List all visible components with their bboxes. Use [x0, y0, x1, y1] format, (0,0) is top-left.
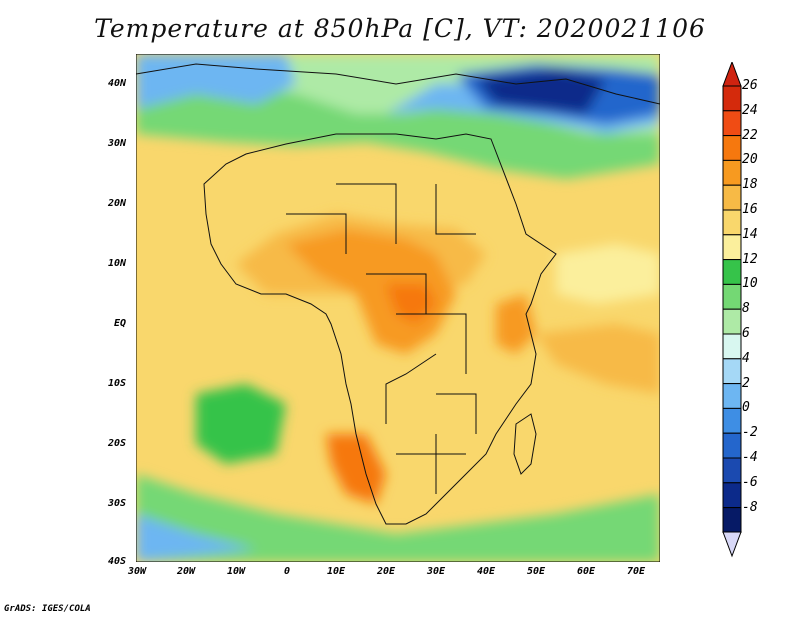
lon-label: 40E — [477, 566, 496, 577]
colorbar-box — [722, 209, 742, 236]
lon-label: 30W — [128, 566, 147, 577]
colorbar-label: 16 — [742, 202, 758, 217]
colorbar-label: 10 — [742, 276, 758, 292]
lon-label: 0 — [284, 566, 291, 577]
colorbar-bottom-triangle — [722, 531, 742, 558]
colorbar-label: 18 — [742, 177, 758, 193]
colorbar-box — [722, 358, 742, 385]
colorbar-box — [722, 259, 742, 285]
colorbar-label: 20 — [742, 152, 758, 168]
colorbar-scale — [722, 60, 742, 558]
colorbar-box — [722, 507, 742, 533]
colorbar-label: 2 — [742, 375, 750, 391]
colorbar-box — [722, 482, 742, 509]
colorbar-box — [722, 383, 742, 409]
colorbar-label: 4 — [742, 350, 750, 366]
colorbar-box — [722, 407, 742, 434]
colorbar-boxes — [722, 85, 742, 533]
colorbar-label: 26 — [742, 78, 758, 93]
colorbar-label: -6 — [742, 474, 758, 490]
colorbar-label: 12 — [742, 251, 758, 267]
colorbar-label: 22 — [742, 127, 758, 143]
lat-label: 30S — [108, 498, 127, 509]
lon-label: 10E — [327, 566, 346, 577]
coastlines — [135, 63, 661, 525]
colorbar-label: 14 — [742, 226, 758, 242]
lon-label: 20E — [377, 566, 396, 577]
lon-label: 60E — [577, 566, 596, 577]
colorbar-box — [722, 308, 742, 335]
colorbar-label: 0 — [742, 400, 750, 416]
colorbar-label: -2 — [742, 425, 758, 441]
colorbar-label: 24 — [742, 102, 758, 118]
lon-label: 70E — [627, 566, 646, 577]
lon-label: 10W — [227, 566, 246, 577]
lat-label: 40S — [108, 556, 127, 567]
colorbar-box — [722, 159, 742, 186]
chart-title: Temperature at 850hPa [C], VT: 202002110… — [94, 14, 706, 43]
map-panel — [135, 53, 661, 563]
lat-label: 20N — [108, 198, 127, 209]
colorbar-label: 6 — [742, 326, 750, 341]
lon-label: 50E — [527, 566, 546, 577]
colorbar-box — [722, 333, 742, 360]
lon-label: 30E — [427, 566, 446, 577]
lat-label: 10S — [108, 378, 127, 389]
colorbar-top-triangle — [722, 60, 742, 87]
shaded-field — [136, 54, 660, 562]
colorbar-label: -4 — [742, 450, 758, 465]
colorbar-box — [722, 432, 742, 459]
colorbar-box — [722, 135, 742, 161]
colorbar-box — [722, 234, 742, 261]
colorbar-label: 8 — [742, 301, 750, 317]
colorbar: 26 24 22 20 18 16 14 12 10 8 6 4 2 0 -2 -4 -6 -8 — [722, 60, 758, 562]
colorbar-box — [722, 457, 742, 484]
lat-label: 10N — [108, 258, 127, 269]
colorbar-label: -8 — [742, 499, 758, 515]
colorbar-box — [722, 184, 742, 211]
colorbar-box — [722, 283, 742, 310]
lon-label: 20W — [177, 566, 196, 577]
colorbar-box — [722, 85, 742, 112]
temperature-map — [135, 53, 661, 563]
lat-label: 20S — [108, 438, 127, 449]
lat-label: EQ — [114, 318, 127, 329]
lat-label: 30N — [108, 138, 127, 149]
lat-label: 40N — [108, 78, 127, 89]
grads-credit: GrADS: IGES/COLA — [4, 604, 91, 614]
colorbar-box — [722, 110, 742, 137]
